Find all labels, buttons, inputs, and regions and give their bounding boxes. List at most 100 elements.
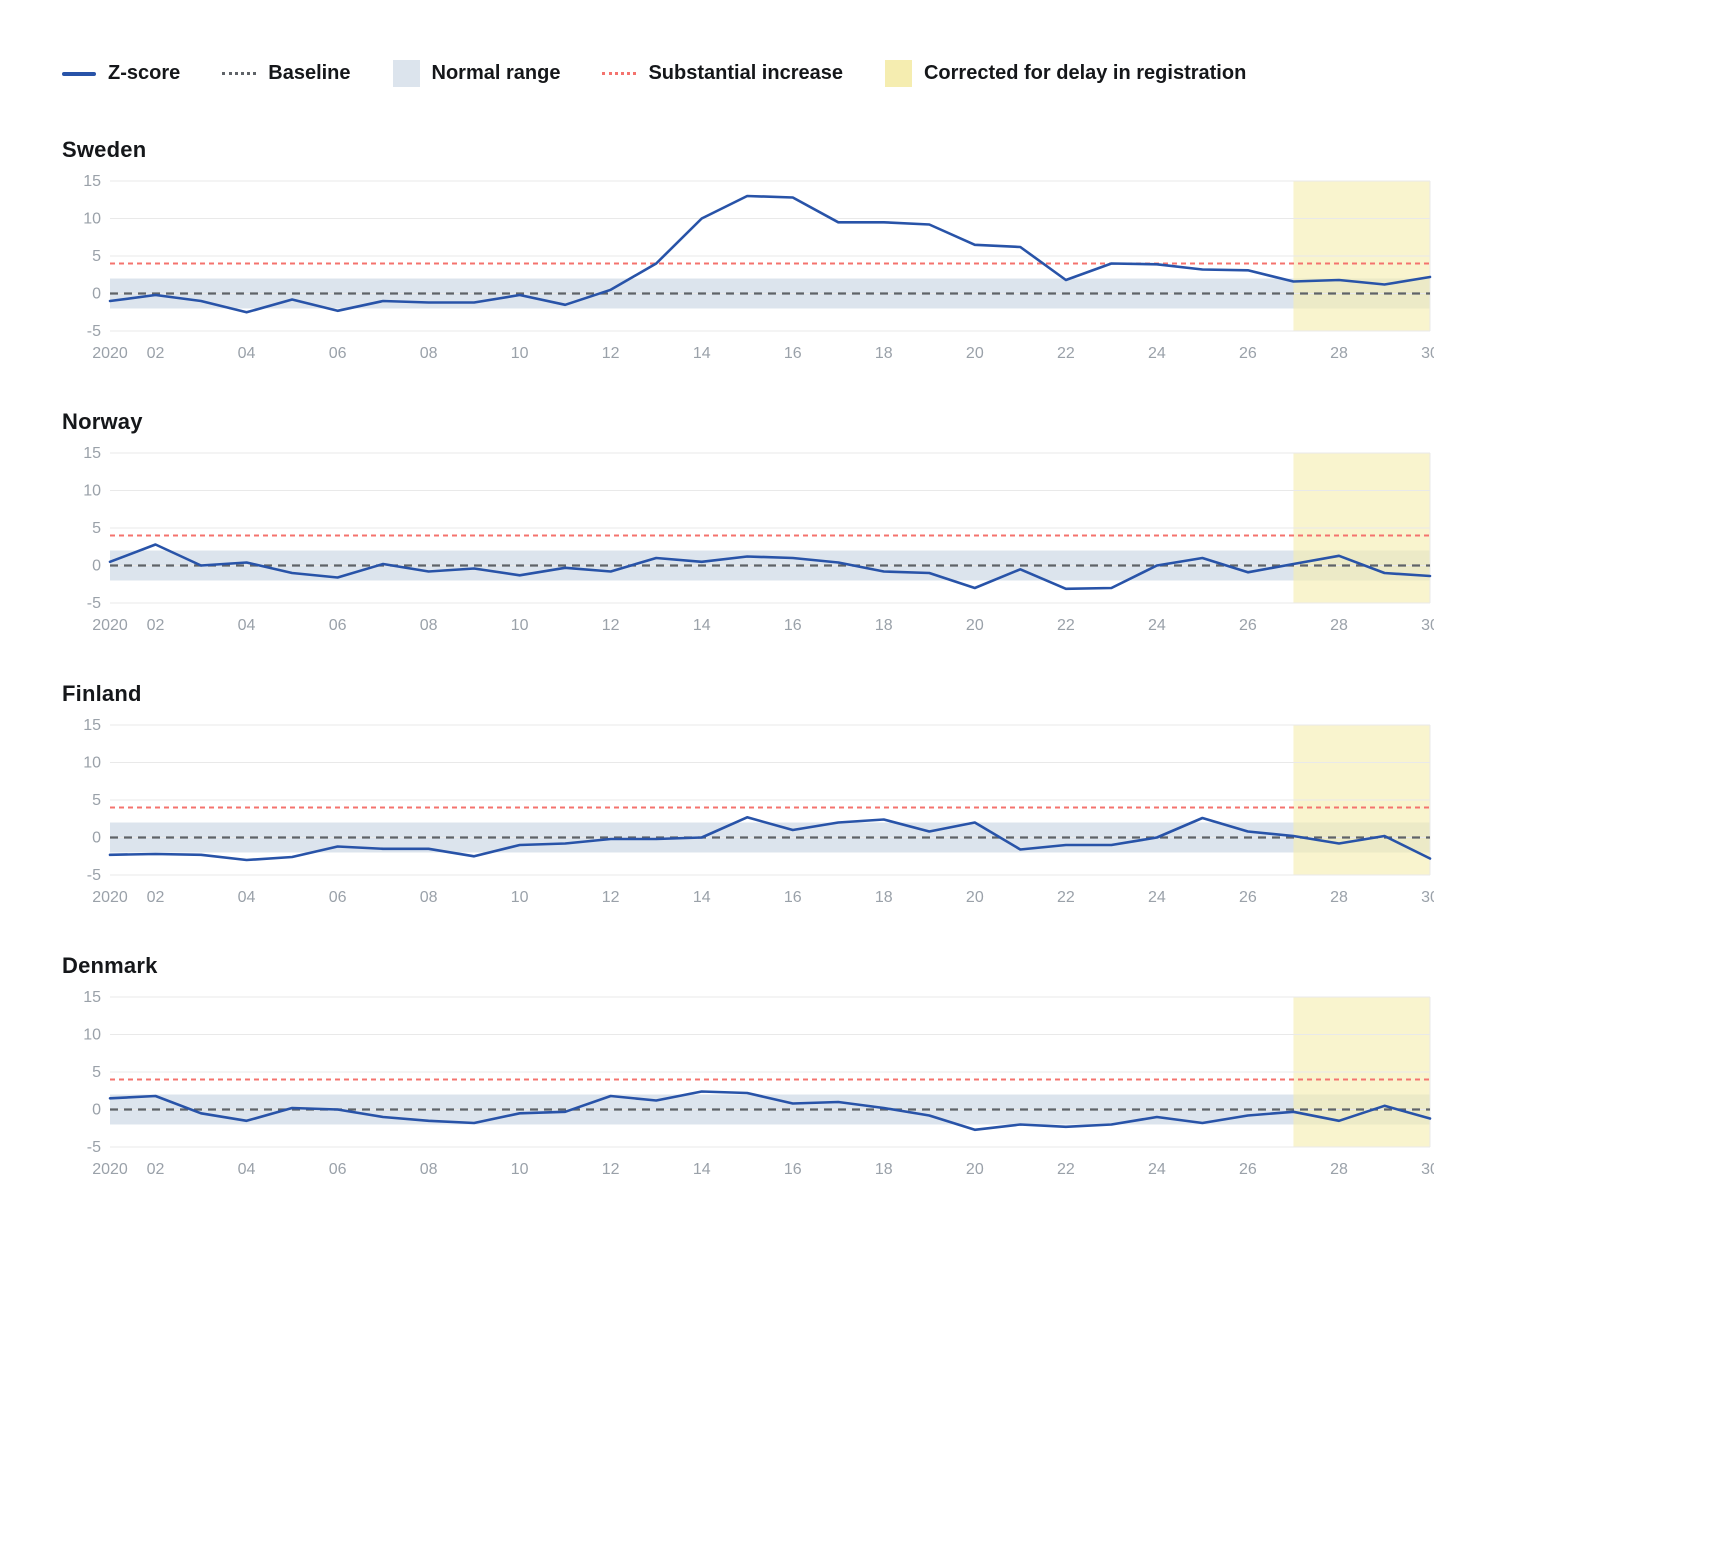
svg-text:15: 15 bbox=[83, 989, 101, 1006]
svg-text:18: 18 bbox=[875, 617, 893, 634]
svg-text:24: 24 bbox=[1148, 345, 1166, 362]
svg-text:10: 10 bbox=[511, 1161, 529, 1178]
chart-title: Finland bbox=[62, 681, 142, 706]
svg-text:10: 10 bbox=[83, 483, 101, 500]
chart-norway: Norway 15 10 5 0 -5 2020 02 04 06 08 10 12 14 16 18 20 2… bbox=[62, 409, 1732, 645]
svg-text:-5: -5 bbox=[87, 595, 101, 612]
svg-text:08: 08 bbox=[420, 345, 438, 362]
svg-text:10: 10 bbox=[511, 345, 529, 362]
svg-text:0: 0 bbox=[92, 286, 101, 303]
svg-text:5: 5 bbox=[92, 248, 101, 265]
svg-text:15: 15 bbox=[83, 717, 101, 734]
zscore-line-icon bbox=[62, 71, 96, 76]
svg-text:20: 20 bbox=[966, 1161, 984, 1178]
chart-title: Denmark bbox=[62, 953, 158, 978]
svg-text:24: 24 bbox=[1148, 1161, 1166, 1178]
svg-text:08: 08 bbox=[420, 889, 438, 906]
zscore-chart-denmark: 15 10 5 0 -5 2020 02 04 06 08 10 12 14 16 18 20 22 24 26 28… bbox=[83, 989, 1434, 1178]
svg-text:30: 30 bbox=[1421, 345, 1434, 362]
svg-text:2020: 2020 bbox=[92, 617, 128, 634]
svg-text:-5: -5 bbox=[87, 1139, 101, 1156]
svg-text:10: 10 bbox=[83, 755, 101, 772]
svg-text:26: 26 bbox=[1239, 1161, 1257, 1178]
svg-text:06: 06 bbox=[329, 617, 347, 634]
svg-text:04: 04 bbox=[238, 889, 256, 906]
svg-text:24: 24 bbox=[1148, 889, 1166, 906]
svg-text:10: 10 bbox=[83, 1027, 101, 1044]
svg-text:02: 02 bbox=[147, 345, 165, 362]
svg-text:5: 5 bbox=[92, 1064, 101, 1081]
svg-text:04: 04 bbox=[238, 1161, 256, 1178]
svg-text:12: 12 bbox=[602, 345, 620, 362]
svg-text:24: 24 bbox=[1148, 617, 1166, 634]
svg-text:20: 20 bbox=[966, 889, 984, 906]
legend-item-normal-range: Normal range bbox=[392, 60, 561, 87]
legend-item-zscore: Z-score bbox=[62, 62, 180, 85]
svg-text:22: 22 bbox=[1057, 617, 1075, 634]
svg-text:10: 10 bbox=[511, 617, 529, 634]
svg-text:16: 16 bbox=[784, 889, 802, 906]
svg-text:10: 10 bbox=[511, 889, 529, 906]
svg-text:26: 26 bbox=[1239, 889, 1257, 906]
legend-item-baseline: Baseline bbox=[222, 62, 351, 85]
svg-text:18: 18 bbox=[875, 1161, 893, 1178]
svg-text:16: 16 bbox=[784, 1161, 802, 1178]
svg-text:14: 14 bbox=[693, 889, 711, 906]
svg-text:16: 16 bbox=[784, 345, 802, 362]
legend-label: Normal range bbox=[431, 62, 561, 84]
svg-text:5: 5 bbox=[92, 792, 101, 809]
svg-text:14: 14 bbox=[693, 1161, 711, 1178]
svg-text:-5: -5 bbox=[87, 867, 101, 884]
legend-label: Substantial increase bbox=[648, 62, 843, 84]
chart-sweden: Sweden 15 10 5 0 -5 2020 02 04 06 08 10 12 14 16 18 20 2… bbox=[62, 137, 1732, 373]
svg-text:04: 04 bbox=[238, 345, 256, 362]
svg-text:0: 0 bbox=[92, 558, 101, 575]
svg-text:06: 06 bbox=[329, 345, 347, 362]
svg-text:18: 18 bbox=[875, 345, 893, 362]
svg-text:30: 30 bbox=[1421, 1161, 1434, 1178]
svg-text:18: 18 bbox=[875, 889, 893, 906]
normal-range-box-icon bbox=[392, 60, 420, 87]
svg-text:22: 22 bbox=[1057, 1161, 1075, 1178]
svg-text:20: 20 bbox=[966, 345, 984, 362]
svg-text:22: 22 bbox=[1057, 345, 1075, 362]
svg-text:26: 26 bbox=[1239, 345, 1257, 362]
chart-title: Norway bbox=[62, 409, 143, 434]
legend-item-substantial-increase: Substantial increase bbox=[602, 62, 843, 85]
svg-text:14: 14 bbox=[693, 345, 711, 362]
svg-text:15: 15 bbox=[83, 173, 101, 190]
svg-text:02: 02 bbox=[147, 617, 165, 634]
svg-text:2020: 2020 bbox=[92, 345, 128, 362]
svg-text:0: 0 bbox=[92, 830, 101, 847]
legend-item-corrected: Corrected for delay in registration bbox=[884, 60, 1247, 87]
svg-text:12: 12 bbox=[602, 889, 620, 906]
svg-text:30: 30 bbox=[1421, 889, 1434, 906]
svg-text:28: 28 bbox=[1330, 617, 1348, 634]
svg-text:5: 5 bbox=[92, 520, 101, 537]
svg-text:28: 28 bbox=[1330, 1161, 1348, 1178]
zscore-chart-norway: 15 10 5 0 -5 2020 02 04 06 08 10 12 14 16 18 20 22 24 26 28… bbox=[83, 445, 1434, 634]
chart-finland: Finland 15 10 5 0 -5 2020 02 04 06 08 10 12 14 16 18 20… bbox=[62, 681, 1732, 917]
corrected-box-icon bbox=[884, 60, 912, 87]
svg-text:16: 16 bbox=[784, 617, 802, 634]
svg-text:26: 26 bbox=[1239, 617, 1257, 634]
svg-text:02: 02 bbox=[147, 1161, 165, 1178]
legend: Z-score Baseline Normal range Substantia… bbox=[62, 60, 1732, 87]
svg-text:2020: 2020 bbox=[92, 889, 128, 906]
svg-text:08: 08 bbox=[420, 617, 438, 634]
svg-text:28: 28 bbox=[1330, 345, 1348, 362]
legend-label: Baseline bbox=[268, 62, 351, 84]
svg-text:15: 15 bbox=[83, 445, 101, 462]
svg-text:10: 10 bbox=[83, 211, 101, 228]
svg-text:02: 02 bbox=[147, 889, 165, 906]
svg-text:22: 22 bbox=[1057, 889, 1075, 906]
substantial-increase-dashed-icon bbox=[602, 72, 637, 75]
chart-denmark: Denmark 15 10 5 0 -5 2020 02 04 06 08 10 12 14 16 18 20… bbox=[62, 953, 1732, 1189]
svg-text:30: 30 bbox=[1421, 617, 1434, 634]
svg-text:08: 08 bbox=[420, 1161, 438, 1178]
page: Z-score Baseline Normal range Substantia… bbox=[62, 60, 1732, 1189]
svg-text:28: 28 bbox=[1330, 889, 1348, 906]
zscore-chart-sweden: 15 10 5 0 -5 2020 02 04 06 08 10 12 14 16 18 20 22 24 26 28… bbox=[83, 173, 1434, 362]
legend-label: Corrected for delay in registration bbox=[923, 62, 1247, 84]
svg-text:-5: -5 bbox=[87, 323, 101, 340]
